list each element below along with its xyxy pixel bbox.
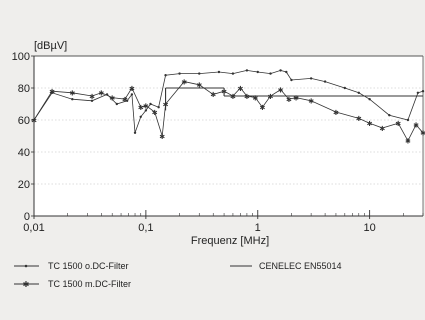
series-1-point (71, 98, 74, 101)
y-tick-label-100: 100 (12, 51, 30, 63)
series-1-point (90, 99, 94, 103)
series-1-point (157, 106, 160, 109)
series-1-point (149, 102, 152, 106)
series-2-point: ✱ (367, 120, 373, 128)
series-1-point (279, 69, 282, 72)
series-1-point (164, 74, 167, 77)
series-2-point: ✱ (244, 93, 250, 101)
series-1-point (368, 98, 371, 101)
y-tick-label-80: 80 (18, 83, 30, 95)
series-2-point: ✱ (69, 90, 75, 98)
y-tick-label-60: 60 (18, 115, 30, 127)
series-1-point (309, 77, 313, 80)
series-2-point: ✱ (163, 101, 169, 109)
series-1-point (323, 80, 327, 83)
series-layer: ✱✱ ✱ ✱ ✱✱ ✱✱✱ ✱✱✱✱✱ ✱✱ ✱✱✱✱ ✱✱✱✱✱ ✱ ✱✱✱✱✱✱✱✱✱ (31, 69, 425, 146)
series-2-point: ✱ (268, 93, 274, 101)
series-2-point: ✱ (413, 122, 419, 130)
series-2-point: ✱ (405, 138, 411, 146)
y-tick-label-20: 20 (18, 179, 30, 191)
legend-marker-series-1 (24, 264, 28, 268)
legend-label-limit: CENELEC EN55014 (259, 261, 342, 271)
series-2-point: ✱ (221, 88, 227, 96)
x-tick-label-10: 10 (363, 222, 375, 234)
series-1-point (388, 114, 391, 117)
series-2-point: ✱ (49, 88, 55, 96)
series-2-point: ✱ (181, 78, 187, 86)
x-tick-label-0,01: 0,01 (23, 222, 44, 234)
series-2-point: ✱ (252, 94, 258, 102)
series-2-point: ✱ (293, 94, 299, 102)
series-2-point: ✱ (159, 133, 165, 141)
x-tick-label-0,1: 0,1 (138, 222, 153, 234)
series-2-point: ✱ (237, 85, 243, 93)
series-1-point (125, 99, 129, 103)
series-1-point (256, 70, 259, 74)
series-2-point: ✱ (138, 104, 144, 112)
series-2-point: ✱ (89, 93, 95, 101)
series-2-point: ✱ (278, 86, 284, 94)
series-2-point: ✱ (109, 94, 115, 102)
series-1-point (139, 115, 142, 119)
series-2-point: ✱ (379, 125, 385, 133)
series-2-point: ✱ (230, 93, 236, 101)
series-1-point (115, 102, 119, 106)
x-axis-label: Frequenz [MHz] (191, 235, 269, 247)
legend-label-series-1: TC 1500 o.DC-Filter (48, 261, 129, 271)
series-1-point (217, 70, 221, 74)
series-1-point (144, 109, 148, 112)
series-2-point: ✱ (210, 91, 216, 99)
plot-background (34, 56, 423, 216)
legend: TC 1500 o.DC-Filter ✱ TC 1500 m.DC-Filte… (14, 261, 342, 289)
legend-label-series-2: TC 1500 m.DC-Filter (48, 279, 131, 289)
series-1-point (285, 70, 288, 74)
axes: 0 20 40 60 80 100 0,01 0,1 1 10 (12, 51, 424, 234)
series-1-point (130, 93, 134, 96)
series-1-point (198, 72, 201, 75)
series-2-point: ✱ (31, 117, 37, 125)
series-1-point (231, 72, 235, 75)
series-2-point: ✱ (308, 98, 314, 106)
series-1-point (357, 91, 360, 95)
series-1-point (290, 78, 293, 82)
y-tick-label-40: 40 (18, 147, 30, 159)
series-2-point: ✱ (129, 85, 135, 93)
series-2-point: ✱ (196, 82, 202, 90)
series-2-point: ✱ (395, 120, 401, 128)
series-2-point: ✱ (122, 96, 128, 104)
series-1-point (416, 91, 420, 95)
series-1-point (406, 118, 410, 122)
series-1-point (343, 86, 347, 90)
series-2-point: ✱ (143, 102, 149, 110)
series-1-point (245, 69, 249, 72)
grid-lines (34, 55, 423, 185)
series-line-2 (33, 81, 424, 142)
x-tick-label-1: 1 (255, 222, 261, 234)
series-2-point: ✱ (420, 130, 425, 138)
series-2-point: ✱ (333, 109, 339, 117)
series-1-point (421, 90, 425, 93)
series-1-point (269, 72, 272, 75)
series-1-point (178, 72, 181, 75)
series-2-point: ✱ (259, 104, 265, 112)
series-1-point (133, 131, 137, 134)
legend-marker-series-2: ✱ (23, 280, 30, 289)
series-2-point: ✱ (152, 109, 158, 117)
series-2-point: ✱ (356, 115, 362, 123)
y-tick-label-0: 0 (24, 211, 30, 223)
y-axis-label: [dBµV] (34, 40, 67, 52)
series-2-point: ✱ (286, 96, 292, 104)
series-2-point: ✱ (98, 90, 104, 98)
